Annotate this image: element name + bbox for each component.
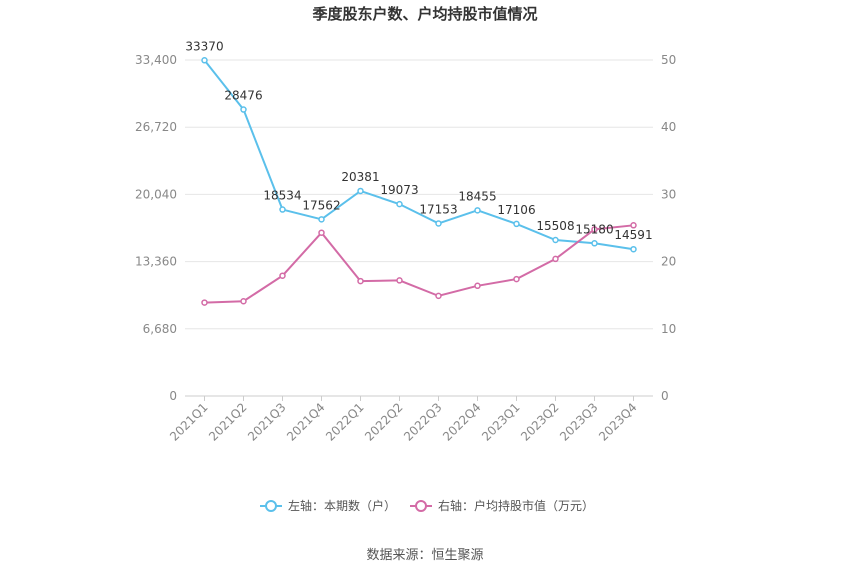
x-tick-label: 2021Q2 xyxy=(206,400,250,444)
x-tick-label: 2022Q3 xyxy=(401,400,445,444)
data-labels: 33370 28476 185341756220381190731715318455… xyxy=(185,39,652,242)
right-tick-label: 30 xyxy=(661,187,676,201)
left-tick-label: 33,400 xyxy=(135,53,177,67)
x-tick-label: 2022Q2 xyxy=(362,400,406,444)
x-tick-label: 2023Q1 xyxy=(479,400,523,444)
series-line-0 xyxy=(203,59,634,251)
data-point xyxy=(201,57,208,64)
left-tick-label: 13,360 xyxy=(135,255,177,269)
data-label: 19073 xyxy=(380,183,418,197)
data-label: 15180 xyxy=(575,222,613,236)
x-tick-label: 2022Q4 xyxy=(440,400,484,444)
data-point xyxy=(240,297,247,305)
legend-label-0: 左轴：本期数（户） xyxy=(288,498,396,513)
series-line-1 xyxy=(204,224,634,304)
legend-label-1: 右轴：户均持股市值（万元） xyxy=(438,498,594,513)
data-point xyxy=(318,229,325,236)
x-tick-label: 2023Q2 xyxy=(518,400,562,444)
data-point xyxy=(591,240,598,247)
x-tick-label: 2022Q1 xyxy=(323,400,367,444)
x-tick-label: 2023Q4 xyxy=(596,400,640,444)
data-point xyxy=(396,277,403,284)
data-point xyxy=(357,277,364,285)
right-tick-label: 10 xyxy=(661,322,676,336)
data-point xyxy=(474,282,481,290)
left-axis: 0 6,680 13,360 20,040 26,720 33,400 xyxy=(135,53,177,403)
data-point xyxy=(201,299,208,306)
x-tick-label: 2021Q4 xyxy=(284,400,328,444)
legend: 左轴：本期数（户） 右轴：户均持股市值（万元） xyxy=(260,498,594,513)
right-tick-label: 20 xyxy=(661,255,676,269)
data-point xyxy=(513,275,520,283)
series xyxy=(201,57,637,306)
data-label: 17153 xyxy=(419,202,457,216)
data-point xyxy=(435,292,442,300)
right-tick-label: 50 xyxy=(661,53,676,67)
grid xyxy=(185,59,653,330)
source-note: 数据来源：恒生聚源 xyxy=(366,548,483,563)
data-point xyxy=(513,220,520,228)
x-tick-label: 2021Q3 xyxy=(245,400,289,444)
data-label: 28476 xyxy=(224,89,262,103)
data-label: 14591 xyxy=(614,228,652,242)
chart-title: 季度股东户数、户均持股市值情况 xyxy=(312,5,537,23)
data-label: 15508 xyxy=(536,219,574,233)
data-point xyxy=(591,226,598,233)
data-label: 18534 xyxy=(263,189,301,203)
right-tick-label: 40 xyxy=(661,120,676,134)
data-point xyxy=(552,255,559,263)
data-point xyxy=(630,245,637,253)
left-tick-label: 26,720 xyxy=(135,120,177,134)
data-point xyxy=(279,206,286,213)
left-tick-label: 0 xyxy=(169,389,177,403)
left-tick-label: 6,680 xyxy=(143,322,177,336)
data-label: 20381 xyxy=(341,170,379,184)
data-point xyxy=(240,106,247,113)
data-label: 17106 xyxy=(497,203,535,217)
data-label: 18455 xyxy=(458,189,496,203)
data-point xyxy=(552,236,559,244)
x-tick-label: 2023Q3 xyxy=(557,400,601,444)
legend-swatch-marker xyxy=(415,500,427,512)
x-axis: 2021Q12021Q22021Q32021Q42022Q12022Q22022… xyxy=(167,395,653,444)
legend-swatch-marker xyxy=(265,500,277,512)
x-tick-label: 2021Q1 xyxy=(167,400,211,444)
right-axis: 0 10 20 30 40 50 xyxy=(661,53,676,403)
data-point xyxy=(474,207,481,214)
data-point xyxy=(630,222,637,229)
data-point xyxy=(357,187,364,195)
data-point xyxy=(396,200,403,208)
data-point xyxy=(318,216,325,223)
data-point xyxy=(279,272,286,279)
data-label: 33370 xyxy=(185,39,223,53)
data-point xyxy=(435,220,442,227)
left-tick-label: 20,040 xyxy=(135,187,177,201)
data-label: 17562 xyxy=(302,198,340,212)
right-tick-label: 0 xyxy=(661,389,669,403)
